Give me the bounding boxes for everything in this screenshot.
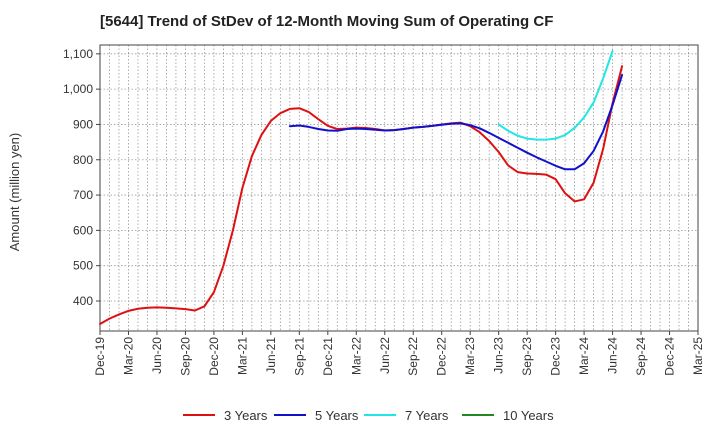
x-tick-label: Mar-24 bbox=[577, 337, 591, 375]
x-axis-ticks: Dec-19 Mar-20 Jun-20 Sep-20 Dec-20 Mar-21 Jun-… bbox=[93, 331, 705, 376]
gridlines bbox=[100, 45, 698, 331]
x-tick-label: Dec-19 bbox=[93, 337, 107, 376]
x-tick-label: Mar-22 bbox=[349, 337, 363, 375]
series-line-3-years bbox=[99, 65, 624, 325]
x-tick-label: Jun-22 bbox=[378, 337, 392, 374]
legend-label: 10 Years bbox=[503, 408, 554, 423]
y-tick-label: 500 bbox=[73, 259, 93, 273]
y-axis-label: Amount (million yen) bbox=[7, 133, 22, 252]
y-tick-label: 600 bbox=[73, 223, 93, 237]
x-tick-label: Sep-21 bbox=[292, 337, 306, 376]
plot-frame bbox=[99, 44, 699, 332]
x-tick-label: Dec-24 bbox=[663, 337, 677, 376]
series-lines bbox=[99, 50, 624, 325]
x-tick-label: Mar-23 bbox=[463, 337, 477, 375]
x-tick-label: Jun-24 bbox=[606, 337, 620, 374]
chart-title: [5644] Trend of StDev of 12-Month Moving… bbox=[100, 13, 553, 30]
x-tick-label: Dec-20 bbox=[207, 337, 221, 376]
series-line-7-years bbox=[497, 50, 614, 141]
x-tick-label: Mar-21 bbox=[235, 337, 249, 375]
x-tick-label: Jun-23 bbox=[492, 337, 506, 374]
x-tick-label: Sep-22 bbox=[406, 337, 420, 376]
x-tick-label: Sep-24 bbox=[634, 337, 648, 376]
x-tick-label: Mar-25 bbox=[691, 337, 705, 375]
x-tick-label: Sep-23 bbox=[520, 337, 534, 376]
legend-label: 5 Years bbox=[315, 408, 359, 423]
legend-label: 3 Years bbox=[224, 408, 268, 423]
x-tick-label: Jun-20 bbox=[150, 337, 164, 374]
x-tick-label: Jun-21 bbox=[264, 337, 278, 374]
x-tick-label: Mar-20 bbox=[121, 337, 135, 375]
x-tick-label: Dec-23 bbox=[549, 337, 563, 376]
y-tick-label: 400 bbox=[73, 294, 93, 308]
x-tick-label: Dec-22 bbox=[435, 337, 449, 376]
y-tick-label: 700 bbox=[73, 188, 93, 202]
y-tick-label: 800 bbox=[73, 153, 93, 167]
series-line-5-years bbox=[288, 74, 624, 171]
x-tick-label: Sep-20 bbox=[178, 337, 192, 376]
y-tick-label: 1,100 bbox=[63, 47, 93, 61]
legend-label: 7 Years bbox=[405, 408, 449, 423]
y-tick-label: 1,000 bbox=[63, 82, 93, 96]
legend: 3 Years 5 Years 7 Years 10 Years bbox=[183, 408, 554, 423]
x-tick-label: Dec-21 bbox=[321, 337, 335, 376]
y-tick-label: 900 bbox=[73, 117, 93, 131]
y-axis-ticks: 400 500 600 700 800 900 1,000 1,100 bbox=[63, 47, 100, 308]
